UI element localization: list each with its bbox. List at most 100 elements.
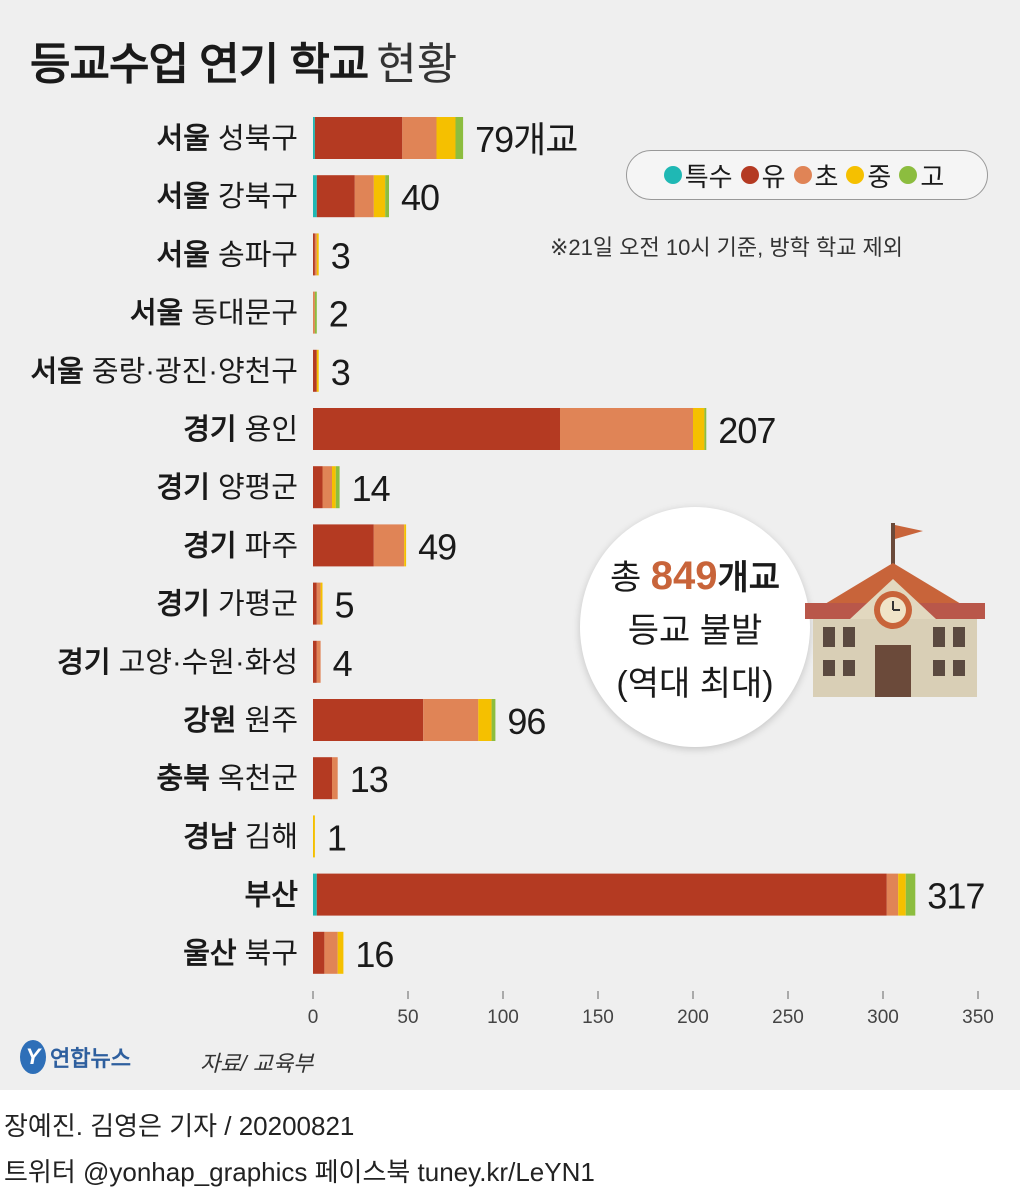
bar-segment-7-1: [313, 524, 374, 567]
legend-item-kindergarten: 유: [740, 157, 786, 194]
bar-segment-5-4: [704, 408, 707, 450]
bar-segment-10-2: [423, 699, 479, 741]
x-tick-label-4: 200: [677, 1007, 709, 1028]
legend-label-elementary: 초: [814, 161, 839, 192]
bar-segment-8-2: [316, 582, 321, 625]
callout-line2: 등교 불발: [627, 611, 763, 650]
school-icon: [805, 523, 985, 697]
bar-segment-6-3: [332, 466, 336, 509]
value-label-2: 3: [331, 235, 350, 276]
bar-segment-0-3: [436, 117, 456, 159]
value-label-4: 3: [331, 352, 350, 393]
value-label-9: 4: [333, 643, 352, 684]
category-region-2: 서울: [157, 238, 210, 271]
bar-segment-14-3: [337, 931, 344, 974]
bar-segment-8-3: [320, 582, 323, 625]
legend-item-special: 특수: [663, 157, 733, 194]
category-district-6: 양평군: [210, 472, 298, 504]
category-district-9: 고양·수원·화성: [111, 647, 298, 679]
bar-segment-4-1: [313, 349, 317, 392]
category-district-1: 강북구: [210, 181, 298, 213]
callout-prefix: 총: [609, 558, 642, 597]
credit-line: 장예진. 김영은 기자 / 20200821: [4, 1111, 355, 1141]
category-district-0: 성북구: [210, 123, 298, 155]
legend-label-kindergarten: 유: [761, 161, 786, 192]
category-district-14: 북구: [237, 938, 298, 970]
bar-segment-9-1: [313, 640, 317, 683]
category-region-7: 경기: [183, 529, 236, 562]
source-text: 자료/ 교육부: [200, 1051, 314, 1076]
bar-segment-7-3: [404, 524, 407, 567]
value-label-0: 79개교: [475, 119, 577, 160]
category-region-0: 서울: [157, 122, 210, 155]
bar-segment-6-1: [313, 466, 323, 509]
bar-segment-8-1: [313, 582, 317, 625]
bar-segment-10-4: [491, 699, 496, 741]
value-label-7: 49: [418, 526, 456, 567]
category-label-7: 경기 파주: [183, 529, 298, 562]
category-district-8: 가평군: [210, 589, 298, 621]
legend-dot-kindergarten: [740, 166, 759, 184]
legend-label-special: 특수: [684, 161, 733, 192]
value-label-1: 40: [401, 177, 439, 218]
category-region-14: 울산: [183, 937, 237, 970]
category-label-6: 경기 양평군: [157, 471, 298, 504]
category-region-12: 경남: [183, 820, 237, 853]
bar-segment-5-2: [560, 408, 693, 450]
legend-item-high: 고: [899, 157, 944, 194]
value-label-10: 96: [507, 701, 545, 742]
category-label-8: 경기 가평군: [157, 588, 298, 621]
category-region-3: 서울: [130, 297, 183, 330]
bar-segment-5-1: [313, 408, 560, 450]
logo-mark: Y: [20, 1040, 46, 1074]
category-district-4: 중랑·광진·양천구: [84, 356, 298, 388]
bar-segment-0-2: [402, 117, 437, 159]
value-label-11: 13: [350, 759, 388, 800]
x-tick-label-3: 150: [582, 1007, 614, 1028]
page-title: 등교수업 연기 학교 현황: [30, 28, 457, 92]
value-label-5: 207: [718, 410, 775, 451]
category-label-0: 서울 성북구: [157, 122, 298, 155]
x-tick-label-6: 300: [867, 1007, 899, 1028]
bar-segment-1-0: [313, 175, 317, 218]
bar-segment-0-4: [455, 117, 464, 159]
category-label-4: 서울 중랑·광진·양천구: [30, 355, 298, 388]
bar-segment-5-3: [693, 408, 705, 450]
category-label-1: 서울 강북구: [157, 180, 298, 213]
bar-segment-2-1: [313, 233, 315, 276]
category-label-9: 경기 고양·수원·화성: [57, 646, 298, 679]
value-label-8: 5: [335, 585, 354, 626]
category-region-5: 경기: [183, 413, 236, 446]
legend-dot-elementary: [793, 166, 812, 184]
bar-segment-11-2: [332, 757, 338, 800]
yonhap-logo: Y 연합뉴스: [20, 1040, 131, 1074]
category-label-2: 서울 송파구: [157, 238, 298, 271]
bar-segment-13-4: [905, 873, 916, 916]
bar-segment-0-0: [313, 117, 315, 159]
category-region-1: 서울: [157, 180, 210, 213]
category-label-12: 경남 김해: [183, 820, 298, 853]
category-district-10: 원주: [237, 705, 298, 737]
category-region-8: 경기: [157, 588, 210, 621]
category-label-5: 경기 용인: [183, 413, 298, 446]
bar-segment-1-3: [373, 175, 386, 218]
value-label-14: 16: [355, 934, 393, 975]
x-tick-label-2: 100: [487, 1007, 519, 1028]
callout-unit: 개교: [717, 558, 781, 597]
value-label-13: 317: [927, 876, 984, 917]
title-light: 현황: [376, 40, 458, 89]
legend: 특수 유 초 중 고: [626, 150, 988, 200]
bar-segment-14-1: [313, 931, 325, 974]
bar-segment-7-2: [373, 524, 405, 567]
bar-segment-9-2: [316, 640, 321, 683]
category-region-10: 강원: [183, 704, 236, 737]
legend-dot-high: [899, 166, 918, 184]
value-label-6: 14: [352, 468, 390, 509]
category-label-13: 부산: [245, 879, 299, 912]
bar-segment-1-2: [354, 175, 374, 218]
social-line: 트위터 @yonhap_graphics 페이스북 tuney.kr/LeYN1: [4, 1157, 595, 1187]
value-label-3: 2: [329, 294, 348, 335]
callout-total: 총 849개교: [610, 550, 780, 599]
callout-line3: (역대 최대): [616, 664, 774, 703]
bar-segment-12-3: [313, 815, 315, 858]
